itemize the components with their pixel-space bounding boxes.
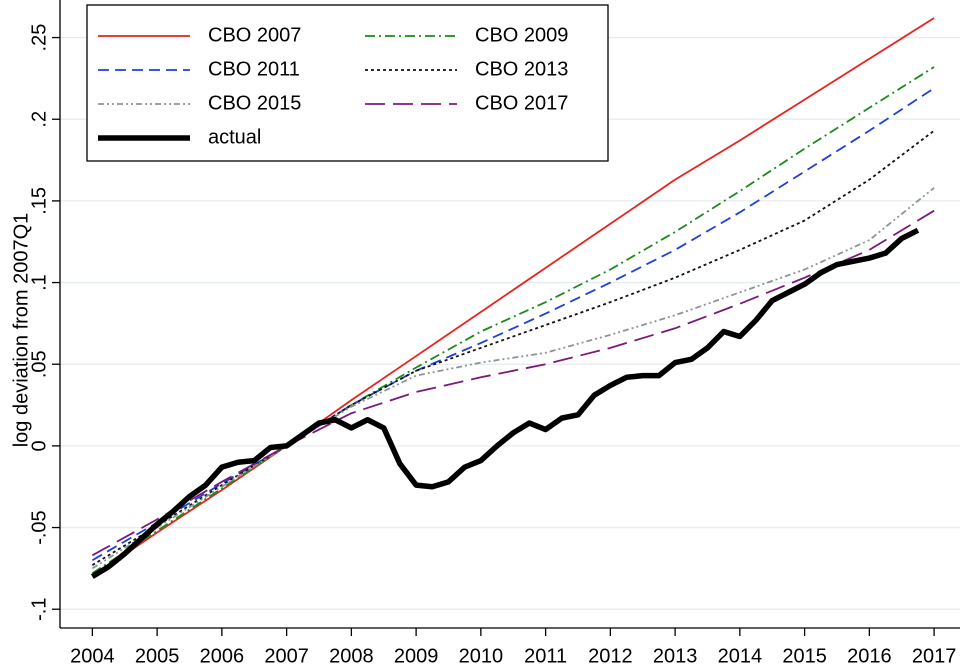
x-tick-label: 2005 — [135, 645, 180, 667]
y-tick-label: 0 — [28, 440, 50, 451]
x-tick-label: 2013 — [653, 645, 698, 667]
series-line — [91, 87, 935, 561]
x-tick-label: 2011 — [524, 645, 567, 667]
series-line — [91, 209, 935, 557]
legend-label: CBO 2017 — [475, 92, 568, 114]
series-line — [91, 129, 935, 566]
y-tick-label: .1 — [28, 274, 50, 291]
y-tick-label: -.1 — [28, 598, 50, 621]
legend-box — [86, 4, 609, 162]
series-line — [91, 17, 935, 578]
y-tick-label: .05 — [28, 350, 50, 378]
series-line — [90, 227, 920, 579]
y-tick-label: -.05 — [28, 510, 50, 544]
x-tick-label: 2010 — [459, 645, 504, 667]
x-tick-label: 2014 — [718, 645, 763, 667]
legend-label: CBO 2013 — [475, 58, 568, 80]
series-line — [91, 187, 935, 570]
legend-label: CBO 2007 — [208, 24, 301, 46]
legend-label: CBO 2011 — [208, 58, 300, 80]
x-tick-label: 2009 — [394, 645, 439, 667]
y-tick-label: .15 — [28, 187, 50, 215]
y-tick-label: .2 — [28, 111, 50, 128]
x-tick-label: 2016 — [847, 645, 892, 667]
x-tick-label: 2006 — [200, 645, 245, 667]
x-tick-label: 2007 — [264, 645, 309, 667]
x-tick-label: 2008 — [329, 645, 374, 667]
y-axis-label: log deviation from 2007Q1 — [10, 213, 32, 448]
x-tick-label: 2004 — [70, 645, 115, 667]
x-tick-label: 2017 — [912, 645, 957, 667]
legend-label: actual — [208, 126, 261, 148]
legend-label: CBO 2015 — [208, 92, 301, 114]
x-tick-label: 2015 — [782, 645, 827, 667]
y-tick-label: .25 — [28, 24, 50, 52]
x-tick-label: 2012 — [588, 645, 633, 667]
legend-label: CBO 2009 — [475, 24, 568, 46]
series-line — [91, 66, 935, 575]
